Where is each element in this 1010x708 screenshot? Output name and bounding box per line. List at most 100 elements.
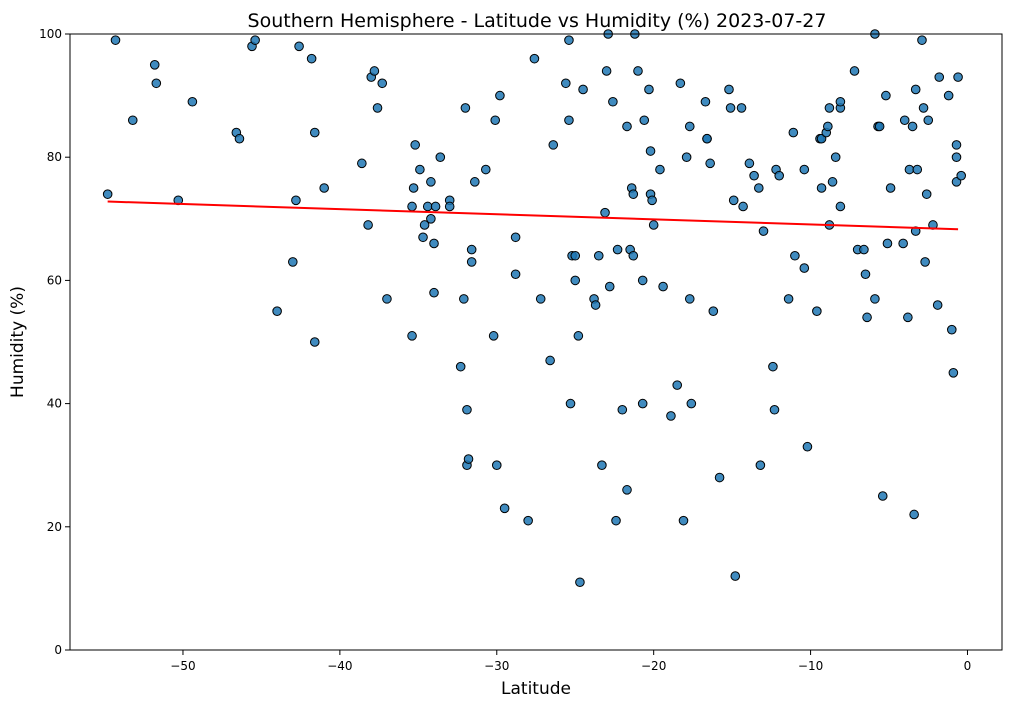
data-point (460, 103, 471, 113)
data-point (377, 78, 388, 89)
y-axis-label: Humidity (%) (8, 286, 28, 398)
data-point (912, 164, 923, 175)
y-axis-ticks: 0 20 40 60 80 100 (39, 27, 70, 657)
data-point (684, 294, 695, 304)
data-point (418, 232, 428, 243)
data-point (910, 226, 921, 236)
data-point (294, 41, 304, 52)
data-point (102, 189, 113, 199)
data-point (608, 96, 618, 107)
data-point (306, 53, 317, 64)
data-point (754, 183, 764, 193)
data-point (802, 441, 813, 452)
y-tick-label: 20 (47, 520, 62, 534)
data-point (466, 257, 477, 267)
data-point (934, 72, 945, 82)
data-point (604, 281, 615, 292)
data-point (633, 66, 643, 76)
regression-line (107, 200, 959, 231)
data-point (110, 35, 121, 45)
data-point (681, 152, 692, 162)
data-point (151, 78, 162, 89)
data-point (382, 294, 392, 304)
data-point (573, 331, 584, 341)
data-point (369, 66, 380, 76)
data-point (788, 127, 799, 138)
data-point (835, 201, 846, 212)
data-point (830, 152, 841, 162)
data-point (495, 90, 505, 101)
data-point (678, 515, 689, 526)
data-point (490, 115, 501, 126)
data-point (758, 226, 769, 236)
data-point (272, 306, 282, 317)
data-point (309, 337, 320, 347)
data-point (408, 183, 419, 193)
data-point (639, 115, 650, 126)
data-point (578, 84, 588, 95)
data-point (921, 189, 932, 199)
data-point (419, 220, 430, 230)
data-point (565, 398, 576, 409)
x-tick-label: −20 (641, 659, 666, 673)
data-point (686, 398, 697, 409)
data-point (769, 404, 780, 415)
data-point (462, 404, 472, 415)
data-point (593, 250, 604, 261)
data-point (429, 287, 439, 298)
data-point (708, 306, 719, 317)
data-point (466, 244, 477, 255)
data-point (410, 140, 420, 150)
data-point (319, 183, 329, 193)
data-point (849, 66, 860, 76)
data-point (860, 269, 871, 280)
data-point (488, 331, 499, 341)
data-point (372, 103, 383, 113)
data-point (700, 96, 711, 107)
data-point (548, 140, 559, 150)
data-point (426, 177, 436, 187)
data-point (724, 84, 734, 95)
data-point (510, 232, 521, 243)
data-point (647, 195, 657, 206)
y-tick-label: 60 (47, 273, 62, 287)
data-point (590, 300, 601, 310)
chart-title: Southern Hemisphere - Latitude vs Humidi… (248, 10, 827, 32)
data-point (407, 331, 417, 341)
data-point (622, 485, 632, 495)
data-point (907, 121, 918, 132)
data-point (672, 380, 683, 390)
data-point (909, 509, 919, 520)
data-point (725, 103, 736, 113)
data-point (714, 472, 725, 483)
x-tick-label: −50 (170, 659, 195, 673)
data-point (149, 60, 160, 70)
data-point (816, 183, 827, 193)
data-point (570, 250, 581, 261)
data-point (920, 257, 930, 267)
data-point (744, 158, 755, 169)
data-point (523, 515, 533, 526)
x-tick-label: −10 (798, 659, 823, 673)
x-axis-ticks: −50 −40 −30 −20 −10 0 (170, 650, 971, 673)
data-point (749, 170, 759, 181)
data-point (470, 177, 480, 187)
data-point (628, 189, 639, 199)
data-point (628, 250, 639, 261)
data-point (953, 72, 963, 82)
data-point (730, 571, 741, 581)
data-point (291, 195, 301, 206)
data-point (637, 398, 648, 409)
data-point (702, 133, 712, 144)
data-point (885, 183, 896, 193)
data-point (250, 35, 260, 45)
data-point (499, 503, 510, 514)
data-point (736, 103, 747, 113)
data-point (835, 96, 846, 107)
data-point (637, 275, 648, 286)
data-point (648, 220, 659, 230)
x-axis-label: Latitude (501, 679, 571, 699)
data-point (357, 158, 367, 169)
data-point (881, 90, 891, 101)
